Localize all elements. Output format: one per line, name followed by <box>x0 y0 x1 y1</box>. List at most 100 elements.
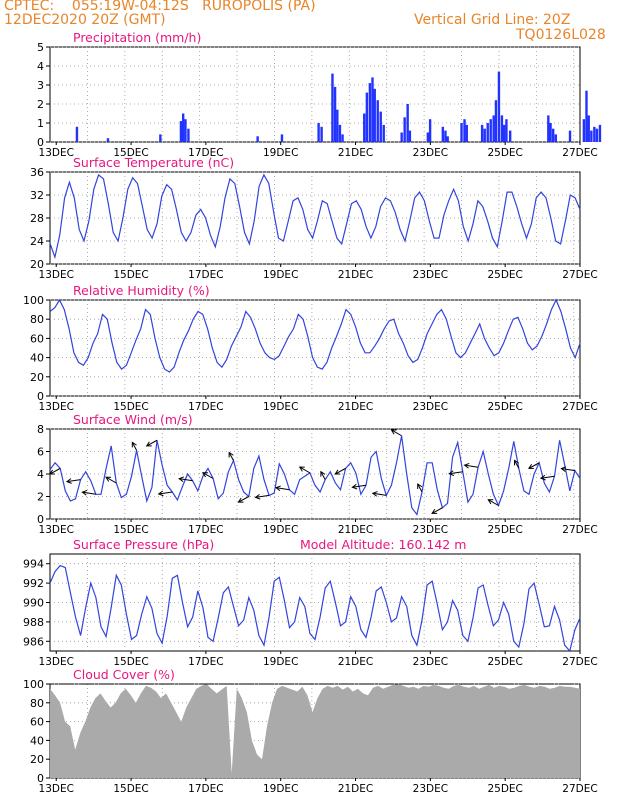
panel-title: Surface Pressure (hPa) <box>73 537 214 552</box>
x-tick-label: 21DEC <box>338 656 373 668</box>
x-tick-label: 25DEC <box>487 269 522 281</box>
x-tick-label: 13DEC <box>39 783 74 795</box>
precip-bar <box>179 121 183 142</box>
wind-arrowhead <box>145 441 152 447</box>
header-date: 12DEC2020 20Z (GMT) <box>4 12 166 28</box>
wind-arrow <box>275 487 290 491</box>
panel-frame <box>49 46 581 143</box>
y-tick-label: 100 <box>23 294 44 307</box>
y-tick-label: 6 <box>37 446 44 459</box>
x-tick-label: 15DEC <box>113 269 148 281</box>
x-tick-label: 27DEC <box>562 401 597 413</box>
precip-bar <box>75 126 79 142</box>
wind-arrow <box>372 492 387 496</box>
panel-4: 986 988 990 992 994 13DEC 15DEC 17DEC 19DEC 21DEC… <box>23 537 598 668</box>
precip-bar <box>400 132 403 142</box>
y-tick-label: 992 <box>23 577 44 590</box>
x-tick-label: 15DEC <box>113 783 148 795</box>
wind-arrow <box>202 472 214 479</box>
wind-arrowhead <box>417 483 423 490</box>
x-tick-label: 13DEC <box>39 524 74 536</box>
wind-arrowhead <box>228 451 234 458</box>
wind-arrowhead <box>487 499 494 505</box>
x-tick-label: 25DEC <box>487 656 522 668</box>
wind-arrow <box>105 476 117 484</box>
wind-arrow <box>464 464 479 468</box>
wind-arrowhead <box>320 470 326 477</box>
series-line <box>49 564 581 653</box>
panel-2: 0 20 40 60 80 100 13DEC 15DEC 17DEC 19DEC 21DEC 23D… <box>23 283 598 413</box>
panel-annotation: Model Altitude: 160.142 m <box>300 537 466 552</box>
panel-title: Precipitation (mm/h) <box>73 30 201 45</box>
x-tick-label: 17DEC <box>188 524 223 536</box>
precip-bar <box>331 73 334 142</box>
wind-arrow <box>514 460 520 469</box>
precip-bar <box>403 117 406 142</box>
y-tick-label: 1 <box>37 117 44 130</box>
precip-bar <box>463 119 466 142</box>
wind-arrowhead <box>105 476 112 482</box>
x-tick-label: 27DEC <box>562 524 597 536</box>
x-tick-label: 27DEC <box>562 783 597 795</box>
precip-bar <box>494 100 498 142</box>
y-tick-label: 990 <box>23 597 44 610</box>
precip-bar <box>497 71 501 142</box>
wind-arrow <box>66 479 81 483</box>
y-tick-label: 0 <box>37 513 44 526</box>
precip-bar <box>444 130 447 142</box>
series-line <box>49 173 581 260</box>
wind-arrowhead <box>157 490 164 497</box>
y-tick-label: 60 <box>30 332 44 345</box>
x-tick-label: 19DEC <box>263 783 298 795</box>
wind-arrowhead <box>81 489 88 496</box>
wind-arrow <box>49 467 61 475</box>
x-tick-label: 17DEC <box>188 783 223 795</box>
precip-bar <box>187 128 190 142</box>
y-tick-label: 28 <box>30 212 44 225</box>
x-tick-label: 15DEC <box>113 147 148 159</box>
y-tick-label: 20 <box>30 371 44 384</box>
x-tick-label: 25DEC <box>487 783 522 795</box>
precip-bar <box>368 83 372 142</box>
x-tick-label: 19DEC <box>263 401 298 413</box>
x-tick-label: 15DEC <box>113 524 148 536</box>
x-tick-label: 21DEC <box>338 783 373 795</box>
x-tick-label: 17DEC <box>188 656 223 668</box>
wind-arrowhead <box>390 429 397 435</box>
wind-arrowhead <box>131 441 137 448</box>
panel-title: Surface Wind (m/s) <box>73 412 193 427</box>
x-tick-label: 23DEC <box>413 656 448 668</box>
wind-arrowhead <box>351 483 358 490</box>
precip-bar <box>593 126 596 142</box>
y-tick-label: 40 <box>30 734 44 747</box>
series-line <box>49 298 581 373</box>
precip-bar <box>585 90 588 142</box>
x-tick-label: 27DEC <box>562 656 597 668</box>
y-tick-label: 986 <box>23 635 44 648</box>
y-tick-label: 80 <box>30 697 44 710</box>
wind-arrow <box>528 462 540 469</box>
wind-arrowhead <box>514 459 520 466</box>
precip-bar <box>502 124 506 142</box>
y-tick-label: 0 <box>37 390 44 403</box>
wind-arrow <box>158 491 173 495</box>
y-tick-label: 36 <box>30 166 44 179</box>
precip-bar <box>338 124 342 142</box>
precip-bar <box>406 104 409 142</box>
x-tick-label: 13DEC <box>39 656 74 668</box>
y-tick-label: 32 <box>30 189 44 202</box>
header-grid-note: Vertical Grid Line: 20Z <box>414 12 571 28</box>
y-tick-label: 40 <box>30 352 44 365</box>
wind-arrowhead <box>274 485 281 492</box>
series-line <box>49 435 581 516</box>
y-tick-label: 100 <box>23 678 44 691</box>
precip-bar <box>317 123 320 142</box>
x-tick-label: 25DEC <box>487 524 522 536</box>
precip-bar <box>500 115 504 142</box>
x-tick-label: 23DEC <box>413 269 448 281</box>
precip-bar <box>428 119 432 142</box>
wind-arrow <box>352 484 367 488</box>
wind-arrowhead <box>431 508 438 514</box>
x-tick-label: 15DEC <box>113 656 148 668</box>
wind-arrowhead <box>202 472 208 478</box>
